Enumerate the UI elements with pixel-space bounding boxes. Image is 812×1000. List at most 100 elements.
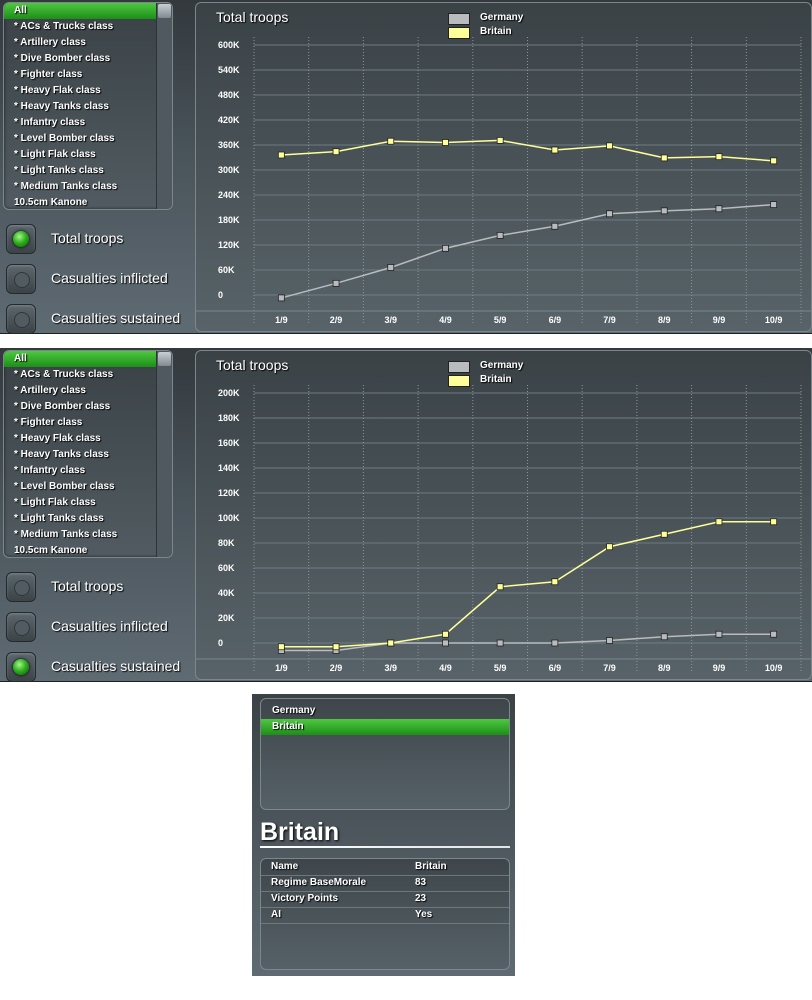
country-properties-panel: Germany Britain Britain Name Britain Reg… [252, 694, 515, 976]
list-item[interactable]: * Light Tanks class [14, 513, 104, 524]
x-tick-label: 5/9 [494, 663, 507, 673]
y-tick-label: 60K [218, 563, 235, 573]
radio-label: Casualties sustained [51, 658, 181, 674]
list-item[interactable]: * Medium Tanks class [14, 529, 118, 540]
list-item[interactable]: * Level Bomber class [14, 133, 115, 144]
radio-unselected-indicator [14, 620, 30, 636]
radio-label: Casualties inflicted [51, 618, 168, 634]
y-tick-label: 140K [218, 463, 240, 473]
x-tick-label: 9/9 [713, 663, 726, 673]
radio-button[interactable] [6, 572, 36, 602]
data-point-britain [770, 157, 778, 165]
radio-casualties-sustained[interactable]: Casualties sustained [6, 652, 191, 682]
radio-button[interactable] [6, 224, 36, 254]
radio-selected-indicator [13, 231, 29, 247]
list-item[interactable]: * Light Tanks class [14, 165, 104, 176]
list-item[interactable]: * Infantry class [14, 117, 86, 128]
y-tick-label: 20K [218, 613, 235, 623]
list-item[interactable]: * Level Bomber class [14, 481, 115, 492]
radio-casualties-inflicted[interactable]: Casualties inflicted [6, 264, 191, 294]
list-item[interactable]: * Heavy Tanks class [14, 449, 109, 460]
list-item[interactable]: * Dive Bomber class [14, 53, 111, 64]
list-item[interactable]: * Fighter class [14, 69, 83, 80]
list-item[interactable]: * Artillery class [14, 37, 86, 48]
chart-area: Total troops Germany Britain 0 60K 120K 180… [195, 2, 812, 332]
scrollbar[interactable] [156, 3, 172, 209]
data-point-germany [770, 630, 778, 638]
list-item[interactable]: * Artillery class [14, 385, 86, 396]
series-line-germany [281, 633, 774, 652]
country-list[interactable]: Germany Britain [260, 698, 510, 810]
x-tick-label: 8/9 [658, 663, 671, 673]
legend-swatch [448, 27, 470, 39]
list-item[interactable]: 10.5cm Kanone [14, 545, 88, 556]
x-tick-label: 7/9 [603, 663, 616, 673]
y-tick-label: 300K [218, 165, 240, 175]
data-point-germany [442, 244, 449, 252]
radio-button[interactable] [6, 612, 36, 642]
radio-button[interactable] [6, 652, 36, 682]
x-tick-label: 7/9 [603, 315, 616, 325]
x-tick-label: 1/9 [275, 315, 288, 325]
line-chart: 0 20K 40K 60K 80K 100K 120K 140K 160K 180K 200K 1/9… [196, 385, 811, 673]
list-item[interactable]: * Dive Bomber class [14, 401, 111, 412]
x-tick-label: 8/9 [658, 315, 671, 325]
title-underline [260, 846, 510, 848]
radio-casualties-inflicted[interactable]: Casualties inflicted [6, 612, 191, 642]
list-item[interactable]: * Medium Tanks class [14, 181, 118, 192]
radio-button[interactable] [6, 264, 36, 294]
scroll-thumb[interactable] [158, 352, 171, 366]
list-item[interactable]: * Heavy Tanks class [14, 101, 109, 112]
y-tick-label: 180K [218, 413, 240, 423]
list-item[interactable]: * Light Flak class [14, 149, 96, 160]
y-tick-label: 180K [218, 215, 240, 225]
unit-class-list[interactable]: All * ACs & Trucks class * Artillery cla… [3, 350, 173, 558]
data-point-britain [660, 530, 668, 538]
list-item[interactable]: * Heavy Flak class [14, 85, 101, 96]
list-item[interactable]: * Light Flak class [14, 497, 96, 508]
list-item-all[interactable]: All [4, 3, 156, 19]
table-row: Regime BaseMorale 83 [261, 875, 509, 892]
y-tick-label: 60K [218, 265, 235, 275]
list-item[interactable]: * ACs & Trucks class [14, 369, 114, 380]
data-point-britain [442, 630, 449, 638]
list-item[interactable]: * ACs & Trucks class [14, 21, 114, 32]
series-line-britain [281, 521, 774, 648]
list-item[interactable]: * Infantry class [14, 465, 86, 476]
radio-casualties-sustained[interactable]: Casualties sustained [6, 304, 191, 334]
scrollbar[interactable] [156, 351, 172, 557]
list-item[interactable]: 10.5cm Kanone [14, 197, 88, 208]
radio-selected-indicator [13, 659, 29, 675]
data-point-britain [332, 148, 340, 156]
country-item-germany[interactable]: Germany [272, 705, 316, 716]
list-item[interactable]: * Heavy Flak class [14, 433, 101, 444]
data-point-britain [277, 151, 285, 159]
radio-button[interactable] [6, 304, 36, 334]
radio-total-troops[interactable]: Total troops [6, 224, 191, 254]
data-point-germany [606, 210, 613, 218]
unit-class-list[interactable]: All * ACs & Trucks class * Artillery cla… [3, 2, 173, 210]
x-tick-label: 4/9 [439, 315, 452, 325]
data-point-britain [332, 643, 340, 651]
scroll-thumb[interactable] [158, 4, 171, 18]
country-item-britain[interactable]: Britain [261, 719, 509, 735]
x-tick-label: 10/9 [765, 663, 783, 673]
chart-title: Total troops [216, 357, 289, 373]
radio-total-troops[interactable]: Total troops [6, 572, 191, 602]
data-point-britain [715, 153, 723, 161]
property-key: Victory Points [271, 893, 339, 904]
list-item[interactable]: * Fighter class [14, 417, 83, 428]
data-point-germany [387, 264, 395, 271]
chart-area: Total troops Germany Britain 0 20K 40K 60K 8… [195, 350, 812, 680]
table-row: Victory Points 23 [261, 891, 509, 908]
data-point-britain [496, 583, 504, 591]
property-value: 83 [415, 877, 427, 888]
data-point-germany [496, 232, 504, 239]
legend-label: Britain [480, 374, 512, 385]
country-title: Britain [260, 818, 340, 846]
property-value: Britain [415, 861, 447, 872]
y-tick-label: 0 [218, 638, 223, 648]
data-point-britain [551, 146, 559, 154]
stats-panel-2: All * ACs & Trucks class * Artillery cla… [0, 348, 812, 682]
list-item-all[interactable]: All [4, 351, 156, 367]
